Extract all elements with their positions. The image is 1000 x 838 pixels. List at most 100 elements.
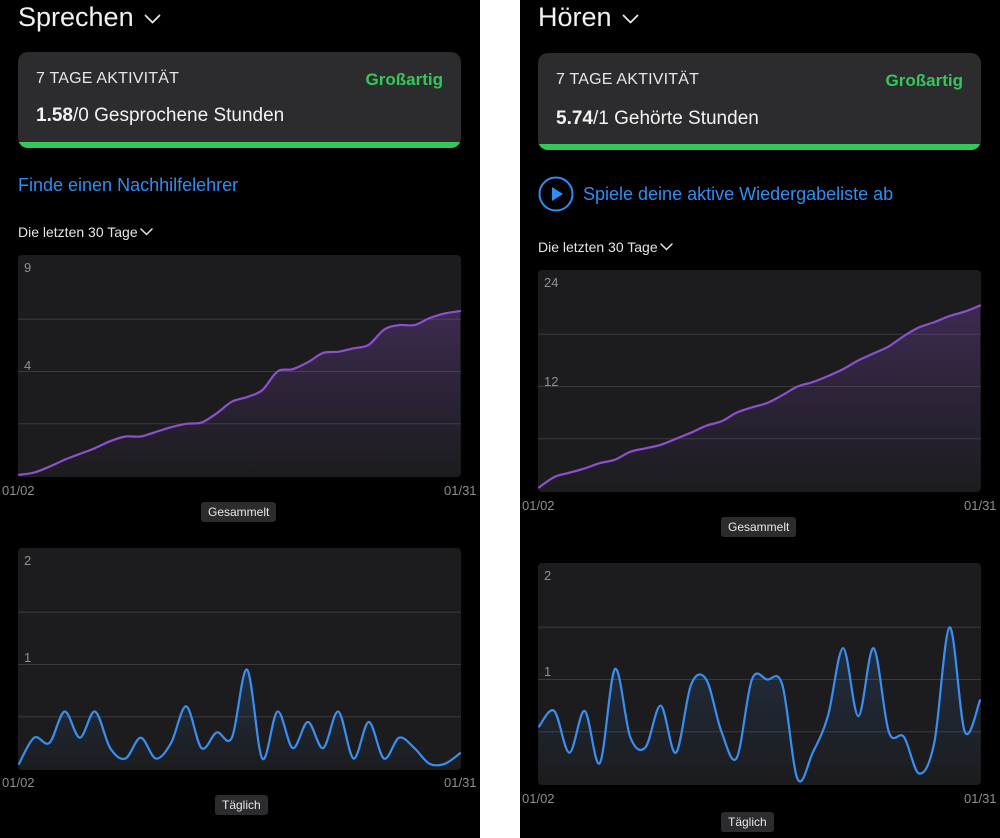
cumulative-chart: 24 12 <box>538 270 981 492</box>
data-point <box>367 721 370 723</box>
data-point <box>185 705 188 708</box>
listening-header[interactable]: Hören <box>538 2 639 33</box>
data-point <box>170 741 172 744</box>
data-point <box>933 321 936 323</box>
daily-chart-plot <box>18 611 461 769</box>
data-point <box>18 762 20 765</box>
data-point <box>124 757 127 760</box>
data-point <box>918 326 921 329</box>
play-playlist-label: Spiele deine aktive Wiedergabeliste ab <box>583 183 894 204</box>
activity-progress-bar <box>18 142 461 148</box>
x-tick-start: 01/02 <box>2 775 35 790</box>
data-point <box>307 721 309 723</box>
activity-value: 1.58/0 Gesprochene Stunden <box>36 105 284 127</box>
data-point <box>827 715 829 717</box>
data-point <box>352 347 355 350</box>
cumulative-label: Gesammelt <box>201 502 277 522</box>
data-point <box>690 683 692 686</box>
chevron-down-icon <box>659 243 673 251</box>
data-point <box>443 762 446 765</box>
data-point <box>674 751 677 754</box>
data-point <box>383 757 385 760</box>
data-point <box>78 453 81 455</box>
data-point <box>948 315 951 317</box>
data-point <box>598 762 601 764</box>
find-tutor-link[interactable]: Finde einen Nachhilfelehrer <box>18 175 239 195</box>
data-point <box>644 447 647 450</box>
x-tick-start: 01/02 <box>522 498 555 513</box>
y-tick-max: 24 <box>544 275 559 290</box>
range-selector[interactable]: Die letzten 30 Tage <box>538 239 673 255</box>
data-point <box>583 467 586 470</box>
daily-label: Täglich <box>721 812 774 832</box>
daily-chart: 2 1 <box>538 563 981 785</box>
data-point <box>887 730 890 733</box>
activity-value-rest: /1 Gehörte Stunden <box>592 108 759 129</box>
x-tick-start: 01/02 <box>2 483 35 498</box>
data-point <box>538 486 540 489</box>
data-point <box>614 668 616 670</box>
data-point <box>796 385 799 388</box>
range-label: Die letzten 30 Tage <box>18 224 138 240</box>
activity-card: 7 TAGE AKTIVITÄT Großartig 1.58/0 Gespro… <box>18 52 461 148</box>
chevron-down-icon <box>139 228 153 236</box>
data-point <box>568 751 571 754</box>
data-point <box>674 437 677 440</box>
activity-value-rest: /0 Gesprochene Stunden <box>72 105 285 126</box>
data-point <box>230 736 233 739</box>
data-point <box>796 777 799 780</box>
series-area <box>19 669 460 769</box>
data-point <box>553 476 556 478</box>
data-point <box>200 747 203 749</box>
data-point <box>185 422 188 425</box>
status-badge: Großartig <box>885 71 963 90</box>
data-point <box>398 324 401 326</box>
listening-panel: Hören 7 TAGE AKTIVITÄT Großartig 5.74/1 … <box>520 0 1000 838</box>
activity-card: 7 TAGE AKTIVITÄT Großartig 5.74/1 Gehört… <box>538 53 981 150</box>
data-point <box>538 725 540 728</box>
cumulative-label: Gesammelt <box>721 517 797 537</box>
chevron-down-icon <box>622 11 639 29</box>
play-playlist-link[interactable]: Spiele deine aktive Wiedergabeliste ab <box>538 176 893 212</box>
activity-label: 7 TAGE AKTIVITÄT <box>556 71 700 88</box>
data-point <box>811 381 814 384</box>
data-point <box>963 310 966 313</box>
x-tick-end: 01/31 <box>444 775 477 790</box>
data-point <box>766 678 769 681</box>
range-selector[interactable]: Die letzten 30 Tage <box>18 224 153 240</box>
cumulative-chart: 9 4 <box>18 255 461 477</box>
data-point <box>750 678 753 681</box>
data-point <box>398 736 401 739</box>
data-point <box>109 747 112 749</box>
activity-label: 7 TAGE AKTIVITÄT <box>36 70 180 87</box>
data-point <box>553 709 556 712</box>
data-point <box>766 402 769 404</box>
speaking-header[interactable]: Sprechen <box>18 2 161 33</box>
y-tick-mid: 12 <box>544 374 559 389</box>
data-point <box>750 406 753 409</box>
data-point <box>872 647 875 650</box>
x-tick-start: 01/02 <box>522 791 555 806</box>
data-point <box>367 343 370 346</box>
range-label: Die letzten 30 Tage <box>538 239 658 255</box>
data-point <box>659 704 662 707</box>
data-point <box>459 752 461 755</box>
data-point <box>246 396 249 398</box>
y-tick-max: 2 <box>24 553 32 568</box>
x-tick-end: 01/31 <box>964 498 997 513</box>
data-point <box>918 772 921 775</box>
data-point <box>94 447 96 450</box>
data-point <box>337 710 340 713</box>
daily-chart-plot <box>538 626 981 784</box>
data-point <box>979 304 981 307</box>
data-point <box>291 747 294 749</box>
data-point <box>979 699 981 702</box>
data-point <box>720 730 723 733</box>
data-point <box>629 450 632 453</box>
data-point <box>230 400 233 403</box>
data-point <box>705 424 708 427</box>
data-point <box>629 736 632 738</box>
series-area <box>19 311 460 476</box>
data-point <box>261 389 264 391</box>
y-tick-mid: 4 <box>24 358 32 373</box>
